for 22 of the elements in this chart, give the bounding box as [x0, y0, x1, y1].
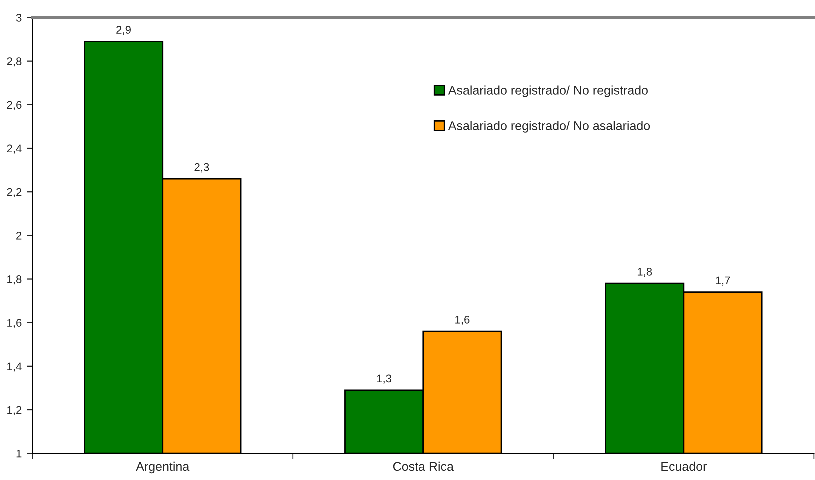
y-tick-label: 3	[16, 14, 22, 22]
y-tick-label: 1,4	[8, 362, 22, 372]
legend-label: Asalariado registrado/ No registrado	[448, 86, 648, 98]
legend-label: Asalariado registrado/ No asalariado	[448, 121, 650, 133]
x-tick-label: Costa Rica	[393, 462, 454, 472]
x-tick-label: Ecuador	[662, 462, 707, 472]
y-tick-label: 1	[16, 450, 22, 458]
y-tick-label: 1,8	[8, 276, 22, 285]
y-tick-label: 2,6	[7, 101, 22, 110]
data-label: 1,3	[377, 374, 392, 384]
data-label: 1,6	[456, 316, 470, 326]
y-tick-label: 2,4	[7, 144, 22, 154]
data-label: 2,3	[194, 163, 210, 173]
x-tick-label: Argentina	[136, 462, 190, 474]
y-tick-label: 2,8	[7, 58, 22, 67]
data-label: 2,9	[116, 26, 131, 36]
y-tick-label: 2,2	[7, 188, 22, 198]
y-tick-label: 1,6	[8, 319, 22, 328]
y-tick-label: 2	[16, 232, 22, 240]
data-label: 1,7	[716, 276, 730, 286]
data-label: 1,8	[638, 268, 652, 278]
y-tick-label: 1,2	[8, 406, 22, 416]
